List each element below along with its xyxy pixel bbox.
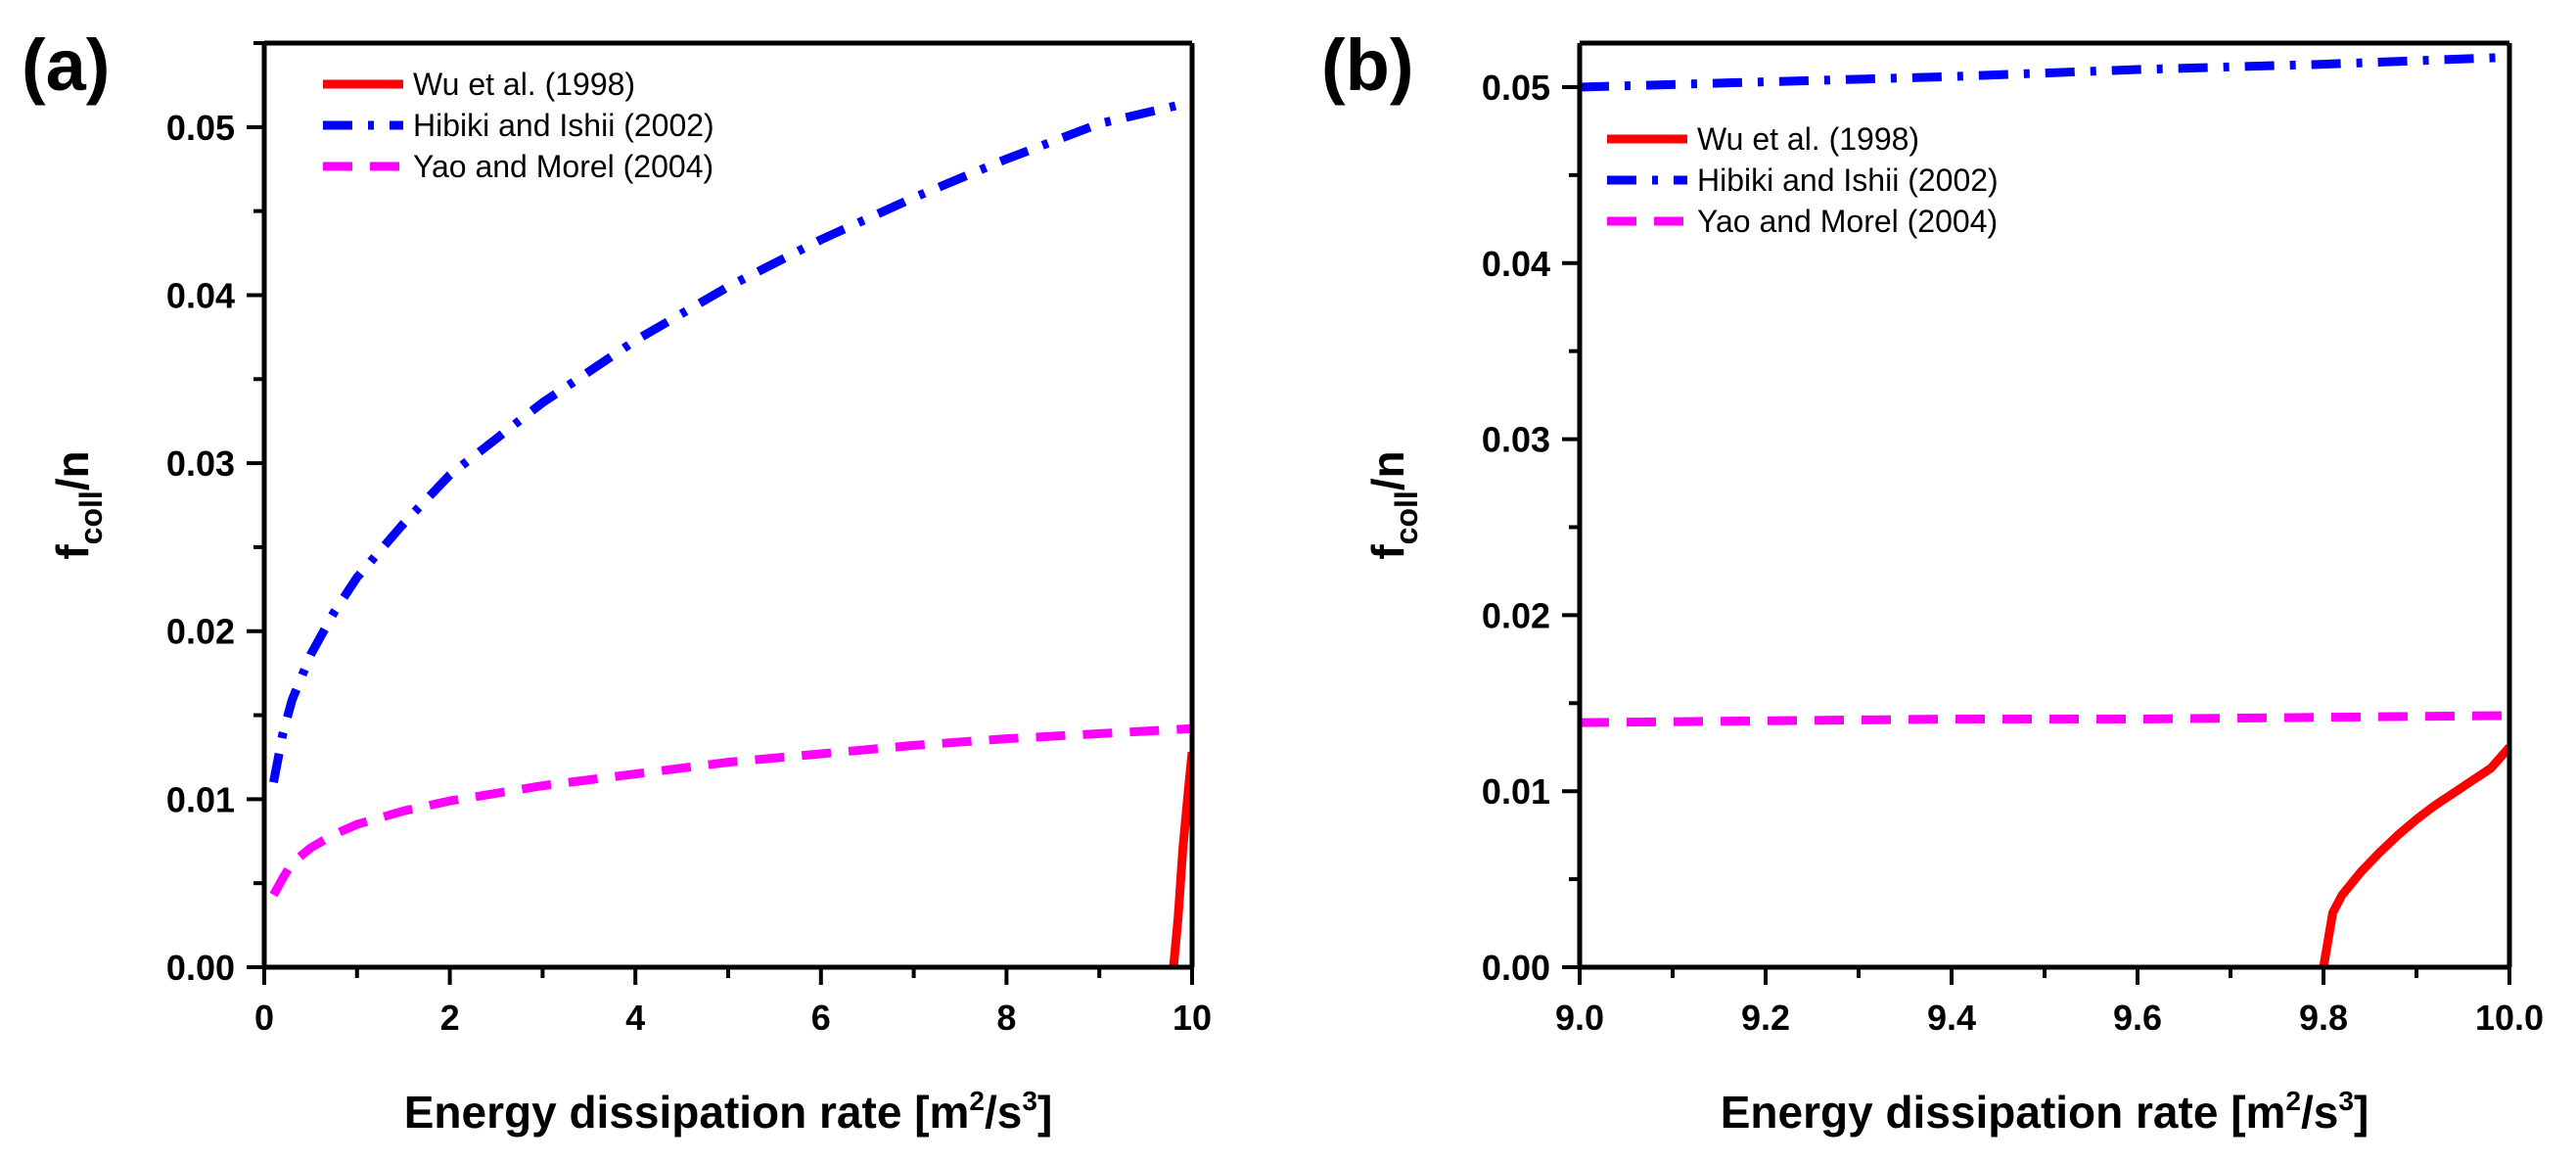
y-tick-label: 0.04 [166, 275, 235, 315]
x-axis-title-sup: 2 [2285, 1086, 2301, 1116]
x-tick-label: 9.8 [2299, 998, 2348, 1038]
y-tick-label: 0.00 [1482, 948, 1550, 988]
legend-label: Hibiki and Ishii (2002) [1697, 163, 1999, 198]
series-line-1 [1169, 751, 1192, 967]
y-tick-label: 0.05 [1482, 68, 1550, 108]
y-tick-label: 0.01 [1482, 771, 1550, 812]
y-axis-title-main: f [47, 544, 98, 560]
series-line-2 [1580, 52, 2509, 92]
legend: Wu et al. (1998) Hibiki and Ishii (2002) Y… [1607, 121, 1999, 239]
y-tick-label: 0.03 [166, 443, 235, 484]
y-axis-title-end: /n [1362, 450, 1413, 490]
y-tick-label: 0.02 [1482, 595, 1550, 635]
x-tick-label: 2 [440, 998, 460, 1038]
y-tick-label: 0.05 [166, 108, 235, 148]
chart-panel-b: (b) 9.0 9.2 9.4 9.6 9.8 10.0 0.00 0.01 0.02 0.03 0.… [1321, 24, 2544, 1138]
y-axis-title: fcoll/n [1362, 450, 1424, 559]
panel-label: (b) [1321, 24, 1414, 106]
x-tick-label: 9.2 [1741, 998, 1790, 1038]
y-tick-label: 0.03 [1482, 420, 1550, 460]
x-tick-label: 10.0 [2475, 998, 2544, 1038]
x-tick-label: 10 [1173, 998, 1212, 1038]
x-axis-title-end: ] [2354, 1087, 2369, 1138]
x-tick-label: 4 [625, 998, 645, 1038]
x-tick-label: 8 [996, 998, 1016, 1038]
chart-panel-a: (a) 0 2 4 6 8 10 0.00 0.01 0.02 0.03 0.04 0.05 Energy… [22, 24, 1212, 1138]
x-axis-title-mid: /s [985, 1087, 1022, 1138]
x-axis-title-end: ] [1037, 1087, 1052, 1138]
legend-label: Yao and Morel (2004) [413, 149, 713, 184]
legend-label: Wu et al. (1998) [413, 67, 635, 102]
x-tick-label: 0 [254, 998, 274, 1038]
legend-label: Hibiki and Ishii (2002) [413, 108, 714, 143]
y-axis-title-sub: coll [73, 490, 109, 544]
x-axis-title-sup: 2 [969, 1086, 985, 1116]
series-line-3 [1580, 711, 2509, 727]
x-tick-label: 9.6 [2113, 998, 2162, 1038]
y-axis-title-sub: coll [1389, 490, 1424, 544]
x-axis-title-main: Energy dissipation rate [m [404, 1087, 970, 1138]
legend-label: Yao and Morel (2004) [1697, 204, 1998, 239]
x-axis-title-sup: 3 [1022, 1086, 1037, 1116]
series-line-2 [269, 97, 1192, 784]
y-tick-label: 0.02 [166, 612, 235, 652]
panel-label: (a) [22, 24, 110, 106]
y-tick-label: 0.00 [166, 948, 235, 988]
x-axis-title-main: Energy dissipation rate [m [1721, 1087, 2286, 1138]
x-tick-label: 6 [811, 998, 831, 1038]
y-tick-label: 0.01 [166, 779, 235, 819]
x-axis-title: Energy dissipation rate [m2/s3] [1721, 1086, 2369, 1138]
y-axis-title: fcoll/n [47, 450, 109, 559]
y-tick-label: 0.04 [1482, 244, 1550, 284]
x-axis-title-sup: 3 [2338, 1086, 2354, 1116]
legend-label: Wu et al. (1998) [1697, 121, 1919, 157]
y-axis-title-end: /n [47, 450, 98, 490]
series-line-3 [269, 723, 1192, 898]
legend: Wu et al. (1998) Hibiki and Ishii (2002) Y… [323, 67, 714, 184]
y-axis-title-main: f [1362, 544, 1413, 560]
x-axis-title: Energy dissipation rate [m2/s3] [404, 1086, 1053, 1138]
x-axis-title-mid: /s [2301, 1087, 2338, 1138]
series-line-1 [2319, 744, 2509, 967]
x-tick-label: 9.4 [1927, 998, 1976, 1038]
x-tick-label: 9.0 [1555, 998, 1604, 1038]
